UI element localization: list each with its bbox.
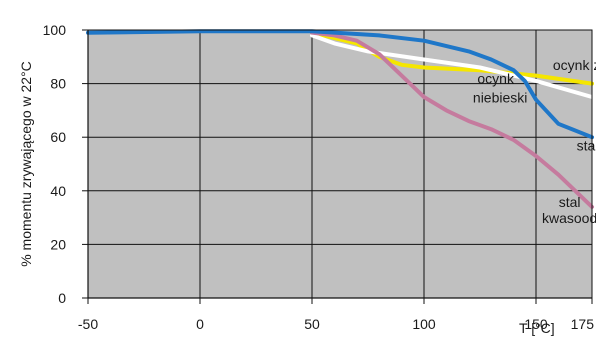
- series-annotation-3: niebieski: [473, 89, 527, 105]
- axes: [82, 29, 593, 304]
- series-line-4: [310, 30, 594, 209]
- y-tick-label-20: 20: [50, 236, 66, 252]
- series-annotation-1: ocynk żółty: [553, 57, 596, 73]
- plot-frame: [87, 29, 593, 299]
- series-annotation-6: kwasoodporna: [542, 210, 596, 226]
- tick-labels: 0 20 40 60 80 100 -50 0 50 100 150 175: [43, 22, 595, 332]
- x-axis-title: T [°C]: [519, 320, 555, 336]
- y-tick-label-80: 80: [50, 76, 66, 92]
- series-annotations: ocynk żółtyocynkniebieskistalstalkwasood…: [473, 57, 596, 226]
- x-tick-label-150: 150: [524, 316, 548, 332]
- x-tick-label-175: 175: [571, 316, 595, 332]
- y-tick-label-100: 100: [43, 22, 67, 38]
- y-tick-label-0: 0: [58, 290, 66, 306]
- y-tick-label-60: 60: [50, 129, 66, 145]
- series-line-3: [86, 29, 594, 140]
- x-tick-label-0: 0: [196, 316, 204, 332]
- y-tick-label-40: 40: [50, 183, 66, 199]
- x-tick-label-100: 100: [412, 316, 436, 332]
- series-line-1: [310, 30, 594, 86]
- series-lines: [86, 29, 594, 209]
- series-annotation-5: stal: [559, 194, 581, 210]
- y-axis-title: % momentu zrywającego w 22°C: [18, 61, 34, 267]
- series-line-2: [310, 33, 594, 99]
- series-annotation-2: ocynk: [477, 71, 515, 87]
- series-annotation-4: stal: [577, 138, 596, 154]
- x-tick-label--50: -50: [78, 316, 98, 332]
- x-tick-label-50: 50: [304, 316, 320, 332]
